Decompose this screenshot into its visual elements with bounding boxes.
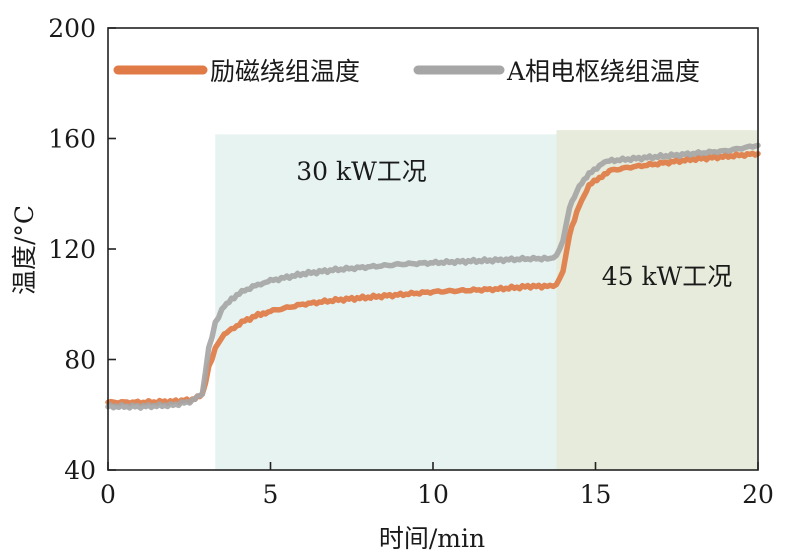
condition-regions: 30 kW工况 45 kW工况 xyxy=(215,130,758,470)
y-tick-label-80: 80 xyxy=(64,346,96,375)
y-tick-label-160: 160 xyxy=(48,125,96,154)
region-band-2 xyxy=(556,130,758,470)
y-tick-label-120: 120 xyxy=(48,235,96,264)
tick-labels: 0 5 10 15 20 40 80 120 160 200 xyxy=(48,14,774,509)
x-tick-label-0: 0 xyxy=(100,480,116,509)
region-label-1: 30 kW工况 xyxy=(296,157,427,186)
series-lines xyxy=(105,142,761,411)
x-tick-label-5: 5 xyxy=(263,480,279,509)
series-line-2 xyxy=(105,142,761,411)
region-label-2: 45 kW工况 xyxy=(602,262,733,291)
x-tick-label-10: 10 xyxy=(417,480,449,509)
y-tick-label-40: 40 xyxy=(64,456,96,485)
legend-label-armature: A相电枢绕组温度 xyxy=(506,57,700,86)
x-tick-label-15: 15 xyxy=(580,480,612,509)
y-tick-label-200: 200 xyxy=(48,14,96,43)
region-band-1 xyxy=(215,134,557,470)
series-line-1 xyxy=(105,150,761,407)
legend: 励磁绕组温度 A相电枢绕组温度 xyxy=(113,57,700,86)
y-axis-title: 温度/°C xyxy=(10,205,39,295)
legend-label-excitation: 励磁绕组温度 xyxy=(210,57,360,86)
x-tick-label-20: 20 xyxy=(742,480,774,509)
x-axis-title: 时间/min xyxy=(379,524,485,553)
